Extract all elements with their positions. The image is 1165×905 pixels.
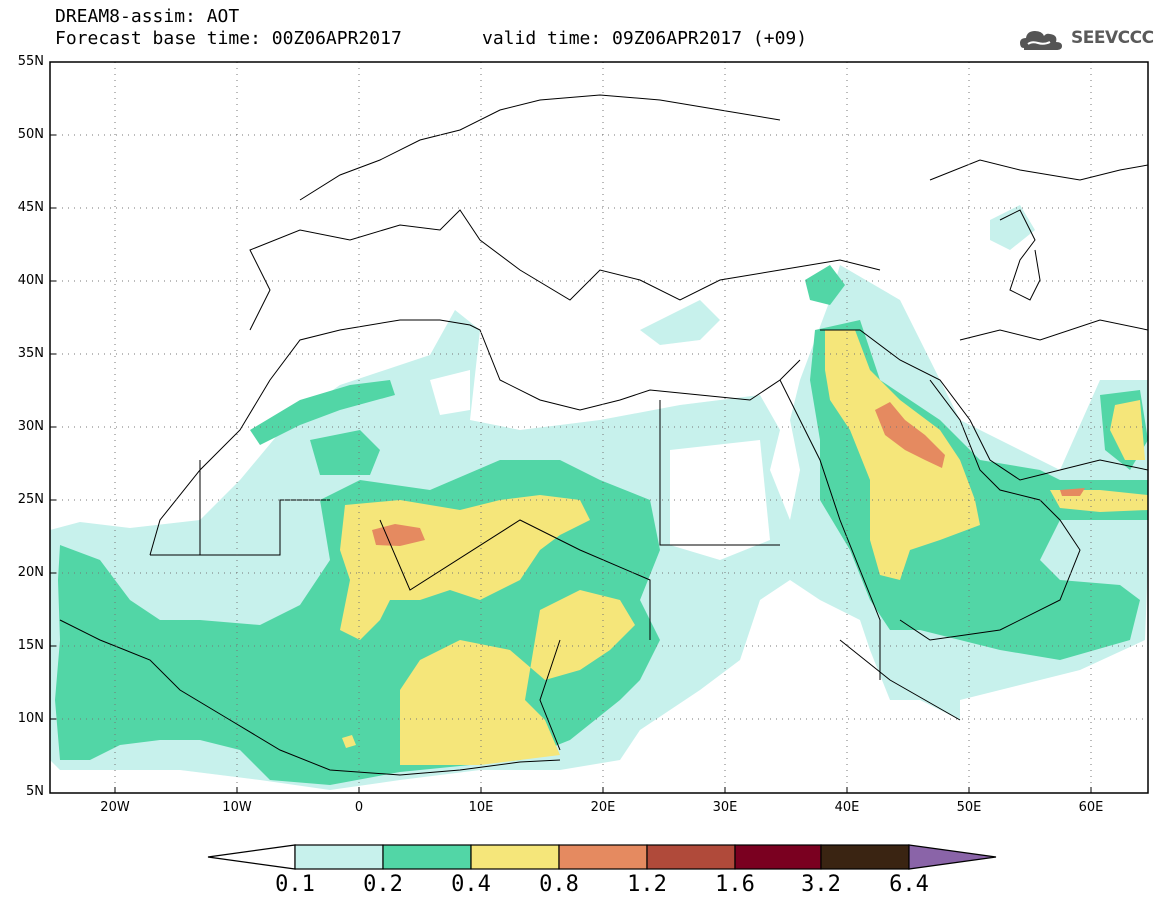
lon-label: 50E bbox=[956, 800, 982, 815]
colorbar-label: 6.4 bbox=[889, 872, 929, 897]
colorbar-label: 1.6 bbox=[715, 872, 755, 897]
colorbar-swatch-6 bbox=[734, 844, 822, 870]
lon-label: 30E bbox=[712, 800, 738, 815]
aot-contour-0.8-arabia bbox=[875, 402, 945, 468]
cloud-logo-icon bbox=[1020, 31, 1062, 50]
coastlines bbox=[59, 94, 1148, 776]
colorbar-swatch-7 bbox=[820, 844, 910, 870]
lat-label: 35N bbox=[17, 346, 44, 361]
colorbar-swatch-5 bbox=[646, 844, 736, 870]
lat-label: 40N bbox=[17, 273, 44, 288]
colorbar-swatch-1 bbox=[294, 844, 384, 870]
aot-contour-0.8 bbox=[372, 524, 425, 546]
aot-contour-0.8-gulf bbox=[1060, 488, 1085, 496]
colorbar-swatch-4 bbox=[558, 844, 648, 870]
aot-contour-0.2-atlas bbox=[250, 380, 395, 445]
lon-label: 40E bbox=[834, 800, 860, 815]
aot-contour-0.1-med bbox=[640, 300, 720, 345]
map-title: DREAM8-assim: AOT bbox=[55, 6, 240, 27]
lat-label: 20N bbox=[17, 565, 44, 580]
aot-contour-0.4-chad bbox=[400, 590, 635, 765]
colorbar-arrow-low bbox=[207, 844, 296, 870]
lat-label: 25N bbox=[17, 492, 44, 507]
lon-label: 10W bbox=[222, 800, 252, 815]
lat-label: 10N bbox=[17, 711, 44, 726]
lat-label: 15N bbox=[17, 638, 44, 653]
aot-contour-0.1-caspian bbox=[990, 205, 1035, 250]
aot-contour-0.2-spot bbox=[310, 430, 380, 475]
lat-label: 45N bbox=[17, 200, 44, 215]
aot-contour-0.2-turkey bbox=[805, 265, 845, 305]
lat-label: 5N bbox=[26, 784, 44, 799]
aot-contour-0.4-arabia bbox=[825, 330, 980, 580]
lon-label: 20W bbox=[100, 800, 130, 815]
base-time: Forecast base time: 00Z06APR2017 bbox=[55, 28, 402, 49]
lat-label: 30N bbox=[17, 419, 44, 434]
colorbar-label: 0.2 bbox=[363, 872, 403, 897]
lon-label: 10E bbox=[468, 800, 494, 815]
valid-time: valid time: 09Z06APR2017 (+09) bbox=[482, 28, 808, 49]
colorbar-arrow-high bbox=[908, 844, 997, 870]
colorbar-swatch-2 bbox=[382, 844, 472, 870]
aot-contour-0.4-ivory bbox=[342, 735, 356, 748]
lat-label: 50N bbox=[17, 127, 44, 142]
aot-contour-0.4-iran bbox=[1110, 400, 1145, 460]
tick-marks bbox=[50, 61, 1092, 794]
colorbar-label: 0.8 bbox=[539, 872, 579, 897]
lon-label: 60E bbox=[1078, 800, 1104, 815]
colorbar-label: 0.1 bbox=[275, 872, 315, 897]
colorbar-label: 0.4 bbox=[451, 872, 491, 897]
aot-field bbox=[50, 205, 1148, 790]
colorbar-swatch-3 bbox=[470, 844, 560, 870]
color-bar bbox=[207, 844, 997, 870]
colorbar-label: 1.2 bbox=[627, 872, 667, 897]
lat-label: 55N bbox=[17, 54, 44, 69]
colorbar-label: 3.2 bbox=[801, 872, 841, 897]
logo-text: SEEVCCC bbox=[1071, 28, 1154, 48]
lon-label: 20E bbox=[590, 800, 616, 815]
lon-label: 0 bbox=[354, 800, 364, 815]
